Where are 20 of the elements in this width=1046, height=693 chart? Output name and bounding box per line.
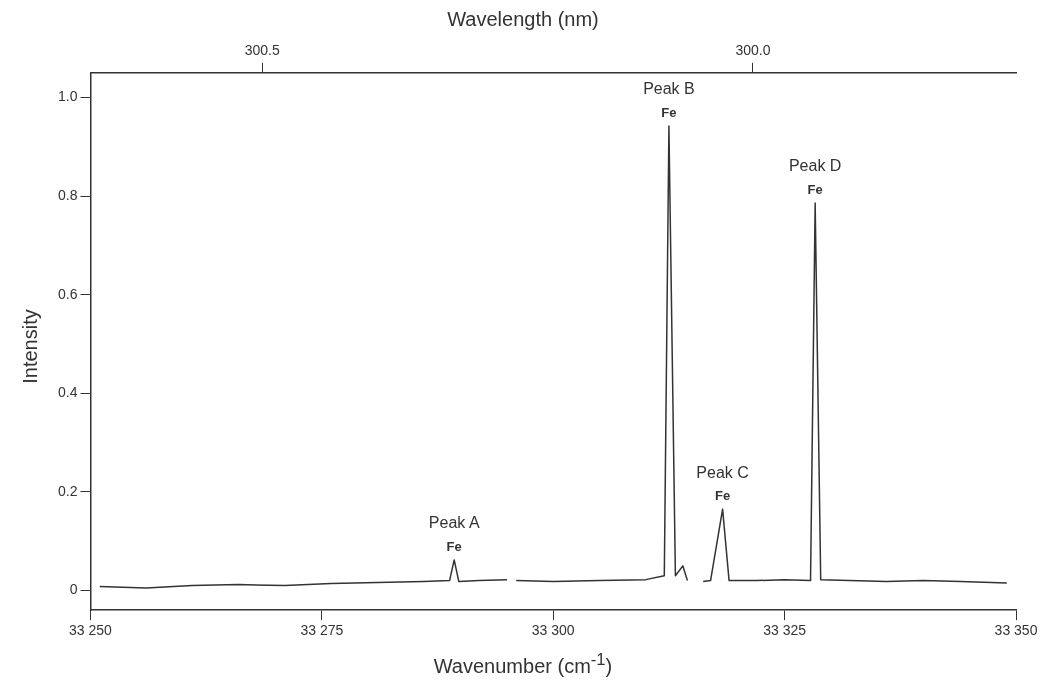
y-tick-label: 0.4 [57, 384, 78, 401]
annotation: Peak B Fe [643, 80, 695, 121]
x-axis-title: Wavenumber (cm$^{-1}$) [432, 650, 614, 678]
x-tick-label: 33 250 [69, 622, 113, 639]
x2-tick-label: 300.5 [244, 42, 280, 59]
x-tick-label: 33 275 [300, 622, 344, 639]
y-tick-label: 1.0 [57, 88, 78, 105]
annotation: Peak D Fe [788, 157, 842, 198]
y-tick-label: 0 [69, 581, 78, 598]
x-tick-label: 33 325 [763, 622, 807, 639]
y-axis-title: Intensity [18, 308, 42, 386]
y-tick-label: 0.2 [57, 482, 78, 499]
annotation: Peak A Fe [428, 514, 480, 554]
annotation: Peak C Fe [696, 463, 749, 504]
y-tick-label: 0.8 [57, 186, 78, 203]
x-tick-label: 33 300 [531, 622, 575, 639]
x2-axis-title: Wavelength (nm) [446, 8, 600, 31]
x2-tick-label: 300.0 [735, 42, 771, 59]
x-tick-label: 33 350 [994, 622, 1038, 639]
y-tick-label: 0.6 [57, 285, 78, 302]
